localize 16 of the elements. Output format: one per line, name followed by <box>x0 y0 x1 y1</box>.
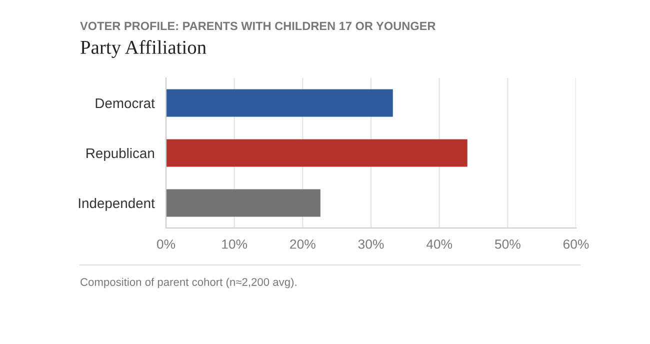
y-tick-label: Independent <box>78 198 155 211</box>
bar <box>166 139 468 167</box>
bar <box>166 89 393 117</box>
x-tick-label: 30% <box>358 239 384 249</box>
chart-subtitle: VOTER PROFILE: PARENTS WITH CHILDREN 17 OR YOUNGER <box>80 22 436 30</box>
x-tick-label: 20% <box>290 239 316 249</box>
x-tick-label: 10% <box>222 239 248 249</box>
x-tick-label: 0% <box>156 239 176 249</box>
y-tick-label: Democrat <box>96 98 155 108</box>
y-tick-label: Republican <box>86 148 154 161</box>
x-tick-label: 60% <box>563 239 589 249</box>
x-tick-label: 50% <box>494 239 520 249</box>
bar <box>166 189 320 217</box>
text: Composition of parent cohort (n≈2,200 avg). <box>80 278 296 288</box>
x-tick-label: 40% <box>426 239 452 249</box>
chart-title: Party Affiliation <box>80 40 206 58</box>
